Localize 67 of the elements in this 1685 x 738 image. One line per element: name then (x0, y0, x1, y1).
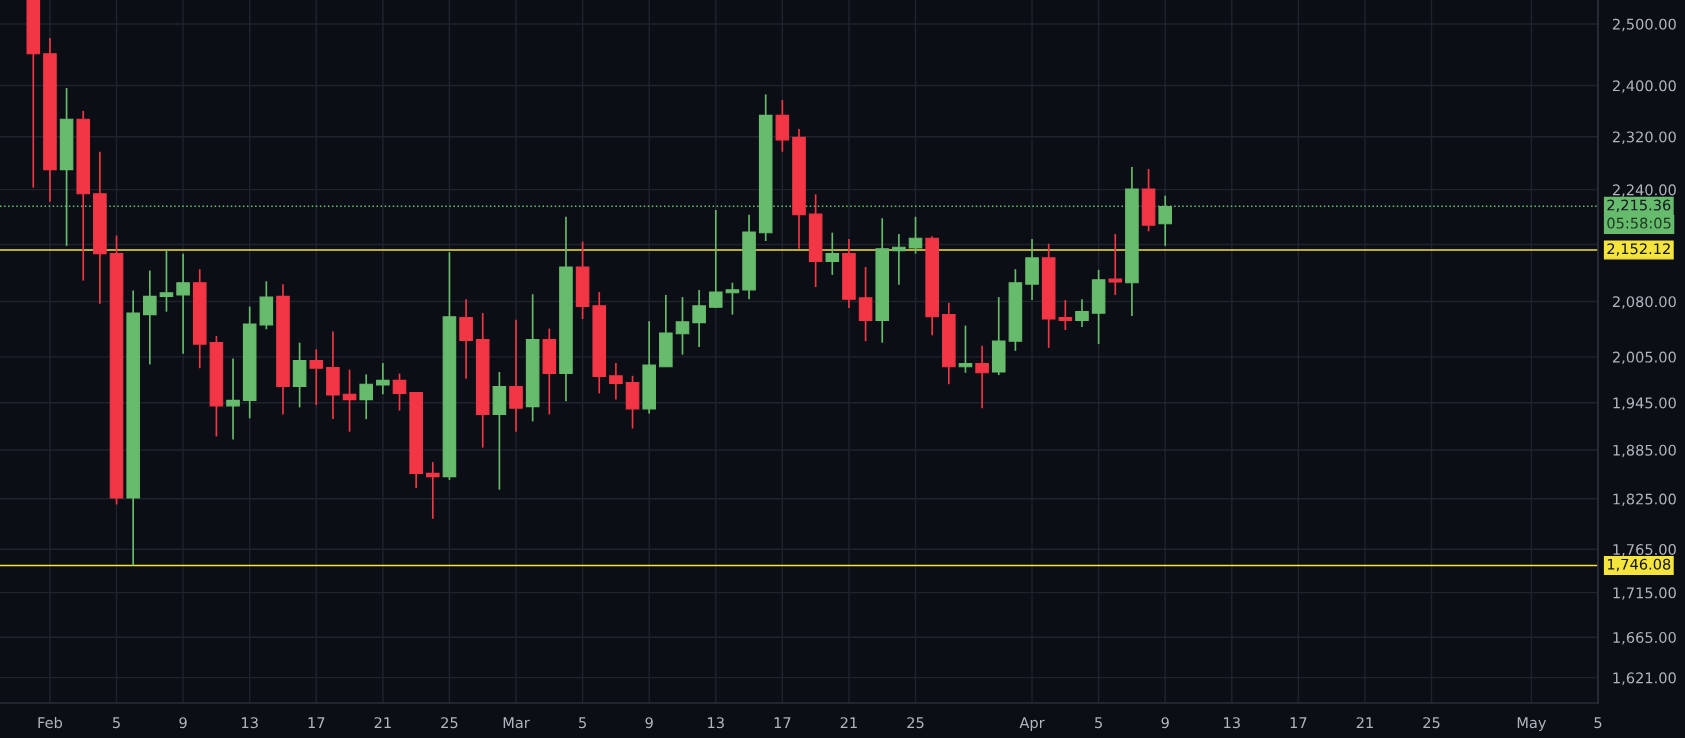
candlestick (226, 357, 240, 441)
candlestick (176, 252, 190, 355)
x-tick-label: Feb (38, 716, 63, 729)
candlestick (1108, 233, 1123, 296)
y-tick-label: 1,665.00 (1613, 631, 1676, 645)
x-tick-label: 17 (1290, 717, 1307, 728)
x-tick-label: May (1517, 717, 1547, 731)
y-tick-label: 2,500.00 (1612, 18, 1676, 32)
y-tick-label: 1,945.00 (1613, 397, 1676, 410)
x-tick-label: 5 (1594, 717, 1602, 729)
candlestick (359, 373, 374, 420)
y-tick-label: 1,621.00 (1613, 672, 1676, 685)
y-tick-label: 1,765.00 (1613, 543, 1676, 557)
ref-line-label: 2,215.36 (1607, 199, 1671, 213)
candlestick (509, 318, 523, 433)
x-tick-label: 5 (113, 717, 120, 729)
candlestick (342, 368, 357, 433)
candlestick (825, 231, 840, 276)
candlestick (159, 249, 174, 313)
y-tick-label: 2,080.00 (1612, 296, 1676, 309)
x-tick-label: 13 (242, 717, 258, 729)
x-tick-label: Apr (1019, 717, 1045, 731)
ref-line-label: 1,746.08 (1607, 558, 1671, 572)
candlestick (1075, 298, 1089, 328)
candlestick (459, 298, 473, 380)
candlestick (1058, 299, 1073, 331)
x-tick-label: 17 (774, 717, 791, 728)
x-tick-label: 21 (1356, 717, 1373, 728)
candlestick (692, 289, 706, 348)
x-tick-label: 21 (374, 717, 391, 728)
y-tick-label: 1,825.00 (1613, 493, 1676, 507)
candlestick (708, 209, 723, 309)
x-tick-label: 25 (907, 717, 924, 729)
x-tick-label: 17 (308, 717, 325, 728)
candlestick (1158, 194, 1173, 247)
x-tick-label: 13 (708, 717, 724, 729)
x-tick-label: 9 (645, 717, 653, 729)
y-tick-label: 2,240.00 (1612, 184, 1676, 197)
x-tick-label: 5 (579, 717, 586, 729)
x-tick-label: 9 (1161, 717, 1169, 729)
candlestick (376, 362, 390, 396)
y-tick-label: 1,885.00 (1613, 444, 1676, 458)
x-tick-label: 9 (179, 717, 187, 729)
candlestick (858, 266, 873, 342)
candlestick (908, 215, 923, 255)
candlestick (675, 296, 690, 356)
x-tick-label: Mar (503, 717, 530, 729)
candlestick (892, 233, 906, 286)
candlestick (958, 324, 973, 374)
y-tick-label: 2,005.00 (1612, 351, 1676, 365)
candlestick (143, 269, 157, 366)
x-tick-label: 21 (840, 717, 857, 728)
x-tick-label: 5 (1095, 717, 1102, 729)
candlestick (609, 362, 623, 401)
candlestick (975, 344, 989, 409)
y-tick-label: 1,715.00 (1613, 587, 1676, 600)
candlestick (392, 372, 407, 412)
candlestick (725, 281, 740, 316)
x-tick-label: 25 (441, 717, 458, 729)
ref-line-label: 2,152.12 (1607, 243, 1670, 256)
text: 05:58:05 (1607, 217, 1671, 229)
candlestick (425, 461, 440, 520)
y-tick-label: 2,400.00 (1612, 80, 1676, 93)
candlestick (309, 348, 324, 406)
x-tick-label: 25 (1423, 717, 1440, 729)
x-tick-label: 13 (1224, 717, 1240, 729)
y-tick-label: 2,320.00 (1612, 131, 1676, 144)
